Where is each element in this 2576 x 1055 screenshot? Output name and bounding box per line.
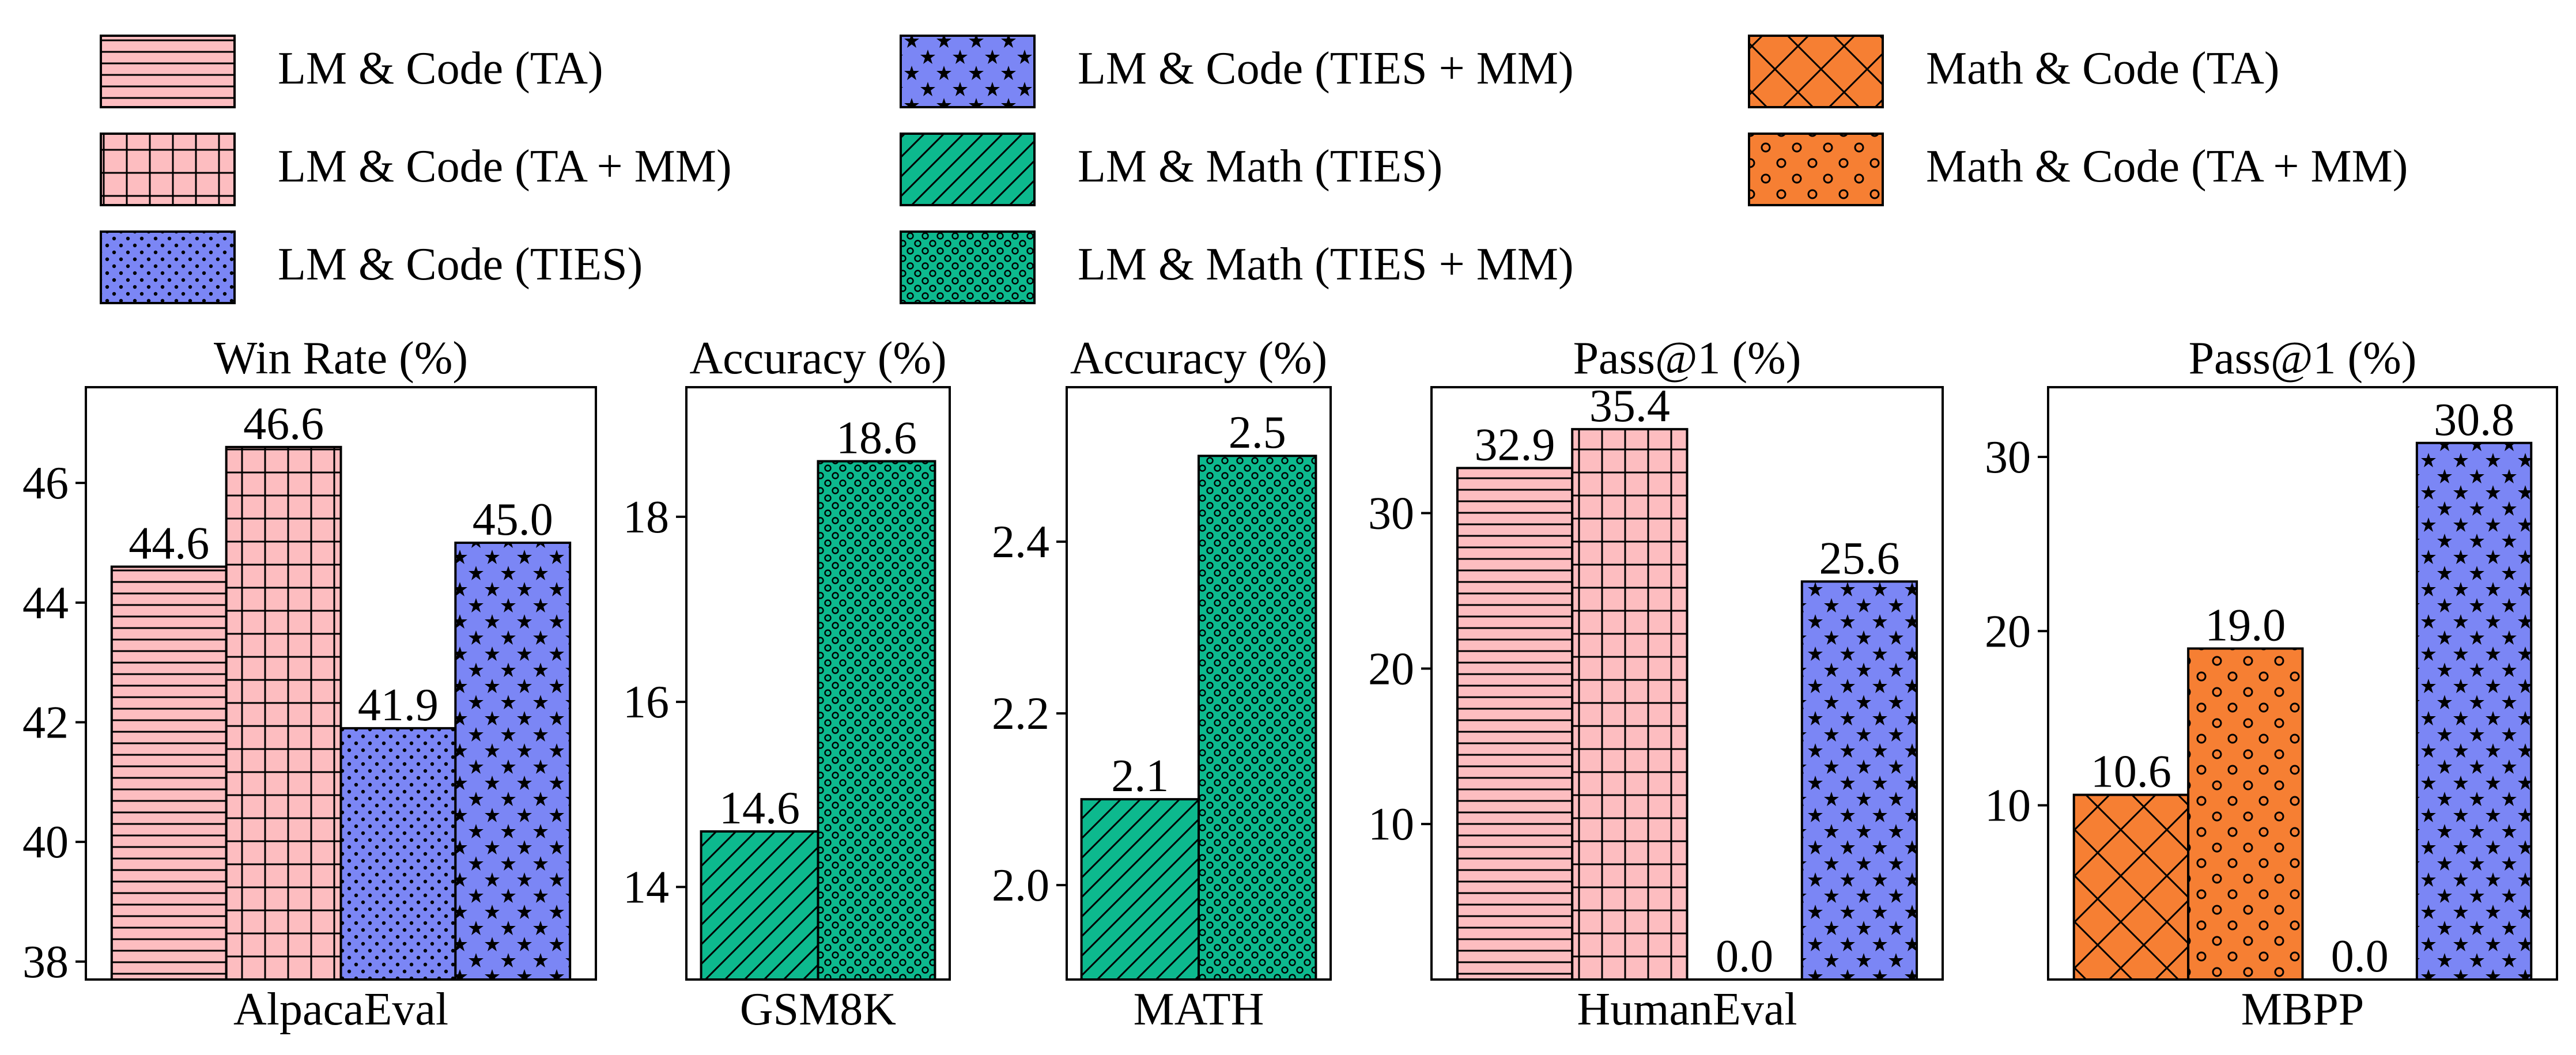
legend-label: LM & Code (TA + MM) <box>278 141 732 192</box>
legend-swatch-pattern <box>100 35 236 108</box>
legend-item-lmcode-tiesmm: LM & Code (TIES + MM) <box>900 35 1574 108</box>
bar-pattern <box>225 445 342 981</box>
bar-pattern <box>1571 428 1689 981</box>
plot-frame <box>1430 386 1944 981</box>
legend: LM & Code (TA) LM & Code (TA + MM) LM & Co… <box>100 35 2408 304</box>
legend-swatch-pattern <box>100 133 236 206</box>
legend-swatch-pattern <box>900 35 1036 108</box>
chart-gsm8k: 14.6 18.6 14 16 18 Accuracy (%) GSM8K <box>623 333 951 1035</box>
legend-item-lmmath-ties: LM & Math (TIES) <box>900 133 1442 206</box>
data-label: 25.6 <box>1819 533 1899 584</box>
y-tick-label: 10 <box>1985 781 2031 831</box>
legend-label: LM & Code (TA) <box>278 43 603 94</box>
legend-item-mathcode-tamm: Math & Code (TA + MM) <box>1748 133 2408 206</box>
legend-item-mathcode-ta: Math & Code (TA) <box>1748 35 2279 108</box>
y-tick-label: 44 <box>22 578 69 629</box>
y-tick-label: 30 <box>1368 489 1414 539</box>
bar-pattern <box>1800 580 1918 981</box>
chart-title: Accuracy (%) <box>1070 333 1327 384</box>
legend-label: Math & Code (TA + MM) <box>1926 141 2408 192</box>
y-tick-label: 38 <box>22 937 69 988</box>
y-tick-label: 18 <box>623 492 669 543</box>
bar-pattern <box>1456 467 1574 981</box>
legend-label: LM & Code (TIES) <box>278 239 643 290</box>
legend-label: Math & Code (TA) <box>1926 43 2279 94</box>
x-axis-label: MATH <box>1134 984 1264 1035</box>
bar-pattern <box>2072 793 2190 981</box>
data-label: 18.6 <box>836 413 917 464</box>
bar-pattern <box>454 541 572 981</box>
data-label: 10.6 <box>2091 747 2171 797</box>
y-tick-label: 30 <box>1985 432 2031 483</box>
y-tick-label: 2.4 <box>992 517 1049 568</box>
legend-swatch-pattern <box>900 230 1036 304</box>
bar-pattern <box>110 565 228 981</box>
y-tick-label: 2.0 <box>992 860 1049 911</box>
chart-humaneval: 32.9 35.4 0.0 25.6 10 20 30 Pass@1 (%) HumanEval <box>1368 333 1944 1035</box>
legend-swatch-pattern <box>1748 133 1884 206</box>
legend-label: LM & Math (TIES + MM) <box>1078 239 1574 290</box>
legend-item-lmcode-ties: LM & Code (TIES) <box>100 230 643 304</box>
y-tick-label: 42 <box>22 697 69 748</box>
bar-pattern <box>817 460 936 981</box>
data-label: 0.0 <box>1716 931 1773 982</box>
chart-title: Pass@1 (%) <box>1573 333 1801 384</box>
legend-item-lmcode-tamm: LM & Code (TA + MM) <box>100 133 732 206</box>
bar-pattern <box>339 727 457 981</box>
x-axis-label: AlpacaEval <box>233 984 448 1035</box>
bar-pattern <box>1080 798 1200 981</box>
data-label: 30.8 <box>2434 395 2514 445</box>
y-tick-label: 10 <box>1368 799 1414 850</box>
chart-math: 2.1 2.5 2.0 2.2 2.4 Accuracy (%) MATH <box>992 333 1332 1035</box>
bar-pattern <box>1198 455 1317 981</box>
legend-item-lmmath-tiesmm: LM & Math (TIES + MM) <box>900 230 1574 304</box>
chart-title: Win Rate (%) <box>214 333 468 384</box>
y-tick-label: 40 <box>22 817 69 868</box>
data-label: 44.6 <box>129 519 209 569</box>
legend-swatch-pattern <box>900 133 1036 206</box>
y-tick-label: 16 <box>623 677 669 728</box>
data-label: 2.1 <box>1111 751 1169 801</box>
legend-item-lmcode-ta: LM & Code (TA) <box>100 35 603 108</box>
data-label: 14.6 <box>719 783 800 834</box>
y-tick-label: 2.2 <box>992 689 1049 739</box>
legend-label: LM & Code (TIES + MM) <box>1078 43 1574 94</box>
data-label: 32.9 <box>1475 419 1555 470</box>
data-label: 0.0 <box>2331 931 2389 982</box>
data-label: 35.4 <box>1589 381 1670 432</box>
bar-pattern <box>2415 441 2533 981</box>
y-tick-label: 46 <box>22 458 69 509</box>
legend-swatch-pattern <box>100 230 236 304</box>
plot-frame <box>85 386 597 981</box>
bar-pattern <box>700 830 819 981</box>
y-tick-label: 20 <box>1985 606 2031 657</box>
y-tick-label: 20 <box>1368 644 1414 694</box>
charts: 44.6 46.6 41.9 45.0 38 40 42 44 46 Win Rate (%) Al… <box>22 333 2558 1035</box>
legend-label: LM & Math (TIES) <box>1078 141 1442 192</box>
x-axis-label: HumanEval <box>1577 984 1797 1035</box>
plot-frame <box>685 386 951 981</box>
data-label: 2.5 <box>1229 407 1286 458</box>
chart-title: Accuracy (%) <box>689 333 946 384</box>
x-axis-label: GSM8K <box>740 984 896 1035</box>
bar-pattern <box>2187 647 2304 981</box>
data-label: 45.0 <box>473 494 553 545</box>
data-label: 46.6 <box>243 399 324 449</box>
legend-swatch-pattern <box>1748 35 1884 108</box>
plot-frame <box>2047 386 2558 981</box>
x-axis-label: MBPP <box>2241 984 2364 1035</box>
chart-mbpp: 10.6 19.0 0.0 30.8 10 20 30 Pass@1 (%) MBPP <box>1985 333 2558 1035</box>
plot-frame <box>1066 386 1332 981</box>
data-label: 19.0 <box>2205 600 2286 651</box>
data-label: 41.9 <box>358 680 439 731</box>
chart-alpacaeval: 44.6 46.6 41.9 45.0 38 40 42 44 46 Win Rate (%) Al… <box>22 333 597 1035</box>
y-tick-label: 14 <box>623 862 669 913</box>
chart-title: Pass@1 (%) <box>2189 333 2417 384</box>
